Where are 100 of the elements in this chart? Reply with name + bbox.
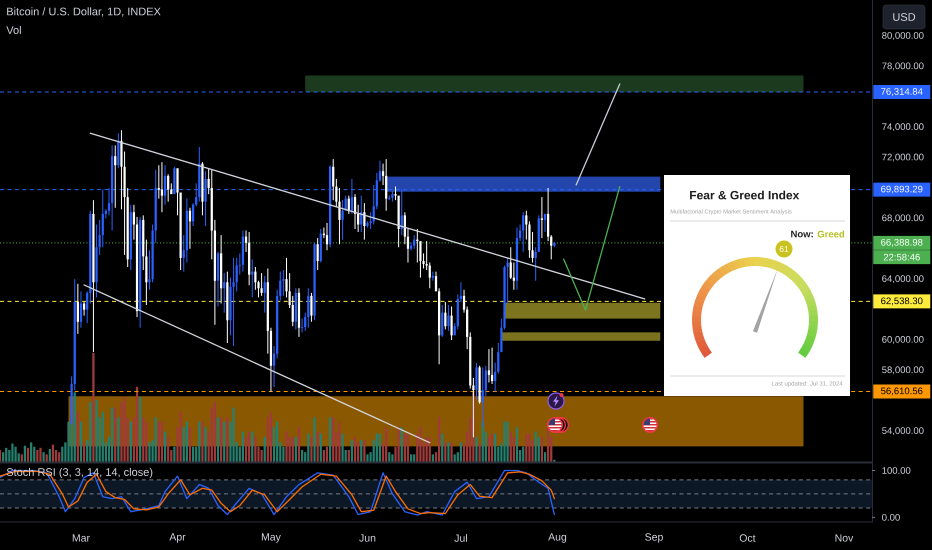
bar [388, 452, 390, 462]
candlestick [220, 235, 222, 304]
x-tick-label: Mar [72, 534, 90, 542]
bar [102, 412, 104, 462]
y-tick-label: 0.00 [882, 514, 900, 521]
bar [20, 454, 23, 462]
x-tick-label: May [262, 533, 281, 543]
annotation: Greed [818, 230, 844, 238]
candlestick [95, 224, 98, 298]
candlestick [160, 162, 164, 212]
y-tick-label: 74,000.00 [882, 123, 924, 132]
candlestick [478, 366, 481, 404]
bar [494, 434, 496, 462]
candlestick [348, 196, 350, 214]
candlestick [441, 305, 444, 337]
bar [154, 417, 157, 462]
bar [398, 427, 400, 462]
candlestick [226, 272, 228, 343]
bar [525, 434, 528, 462]
y-tick-label: 64,000.00 [882, 275, 924, 284]
y-tick-label: 72,000.00 [882, 154, 924, 162]
bar [89, 402, 92, 462]
bar [198, 422, 200, 462]
candlestick [188, 208, 192, 249]
candlestick [320, 229, 322, 262]
bar [226, 417, 228, 462]
bar [48, 448, 51, 462]
bar [444, 442, 446, 462]
candlestick [475, 362, 478, 400]
x-tick-label: Sep [645, 533, 663, 543]
candlestick [298, 288, 300, 337]
y-tick-label: 60,000.00 [882, 336, 924, 344]
candlestick [544, 214, 546, 232]
y-tick-label: 100.00 [882, 467, 910, 474]
bar [114, 408, 116, 462]
bar [33, 446, 36, 462]
candlestick [117, 133, 120, 168]
bar [413, 454, 416, 462]
ref-line-label: 56,610.56 [881, 388, 922, 396]
y-tick-label: 78,000.00 [882, 62, 924, 70]
bar [307, 434, 310, 462]
bar [186, 422, 188, 462]
candlestick [447, 305, 450, 331]
annotation: Now: [791, 230, 813, 238]
x-tick-label: Jul [454, 534, 467, 542]
candlestick [139, 216, 142, 328]
candlestick [385, 159, 388, 211]
bar [426, 436, 428, 462]
chart-title: Vol [6, 26, 21, 34]
bar [404, 434, 406, 462]
bar [522, 446, 524, 462]
bar [139, 396, 142, 462]
y-tick-label: 68,000.00 [882, 214, 924, 222]
candlestick [553, 242, 556, 248]
bar [223, 422, 226, 462]
text: Bitcoin / U.S. Dollar, 1D, INDEX [7, 7, 161, 17]
y-tick-label: 54,000.00 [882, 427, 924, 436]
candlestick [313, 242, 316, 320]
x-tick-label: Nov [836, 534, 854, 542]
candlestick [82, 302, 86, 316]
candlestick [248, 232, 250, 286]
bar [76, 412, 79, 462]
bar [510, 431, 512, 462]
bar [348, 450, 350, 462]
bar [46, 454, 48, 462]
candlestick [216, 252, 220, 307]
candlestick [488, 349, 490, 383]
bar [385, 427, 388, 462]
ref-line-label: 62,538.30 [881, 297, 923, 306]
bar [482, 422, 484, 462]
x-tick-label: Aug [548, 533, 566, 543]
text: 22:58:46 [884, 254, 920, 260]
candlestick [307, 288, 310, 328]
bar [454, 454, 456, 462]
bar [248, 431, 250, 462]
candlestick [316, 238, 319, 270]
candlestick [223, 273, 226, 313]
bar [332, 417, 334, 462]
bar [117, 417, 120, 462]
candlestick [413, 235, 416, 249]
candlestick [432, 272, 434, 281]
bar [294, 436, 297, 462]
bar [316, 431, 319, 462]
candlestick [232, 258, 235, 346]
bar [158, 422, 160, 462]
candlestick [310, 292, 313, 322]
x-tick-label: Oct [740, 534, 756, 542]
candlestick [326, 222, 328, 250]
ref-line-label: 66,388.98 [881, 238, 922, 247]
x-tick-label: Apr [169, 533, 186, 543]
candlestick [490, 348, 494, 384]
y-tick-label: 58,000.00 [882, 366, 924, 374]
y-tick-label: 80,000.00 [882, 32, 924, 40]
bar [142, 417, 144, 462]
candlestick [251, 259, 254, 298]
bar [276, 422, 278, 462]
bar [58, 452, 60, 462]
text: Fear & Greed Index [690, 190, 800, 200]
candlestick [540, 197, 544, 238]
bar [74, 392, 76, 462]
